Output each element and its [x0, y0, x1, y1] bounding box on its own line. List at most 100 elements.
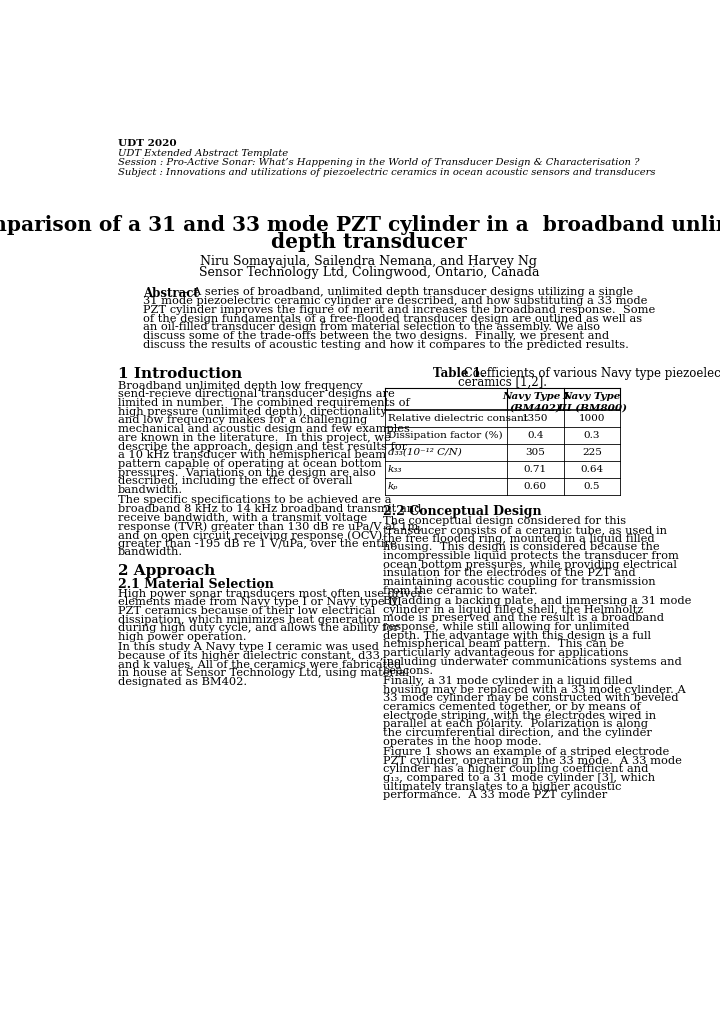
- Text: Session : Pro-Active Sonar: What’s Happening in the World of Transducer Design &: Session : Pro-Active Sonar: What’s Happe…: [118, 159, 639, 167]
- Text: from the ceramic to water.: from the ceramic to water.: [383, 586, 538, 596]
- Text: operates in the hoop mode.: operates in the hoop mode.: [383, 737, 541, 747]
- Text: The conceptual design considered for this: The conceptual design considered for thi…: [383, 517, 626, 526]
- Text: and on open circuit receiving response (OCV): and on open circuit receiving response (…: [118, 530, 382, 541]
- Text: depth. The advantage with this design is a full: depth. The advantage with this design is…: [383, 631, 651, 641]
- Text: 0.60: 0.60: [523, 482, 547, 490]
- Text: 0.71: 0.71: [523, 465, 547, 474]
- Text: g₁₃, compared to a 31 mode cylinder [3], which: g₁₃, compared to a 31 mode cylinder [3],…: [383, 773, 655, 783]
- Text: 33 mode cylinder may be constructed with beveled: 33 mode cylinder may be constructed with…: [383, 693, 678, 703]
- Text: the free flooded ring, mounted in a liquid filled: the free flooded ring, mounted in a liqu…: [383, 534, 654, 543]
- Text: pattern capable of operating at ocean bottom: pattern capable of operating at ocean bo…: [118, 459, 382, 469]
- Text: 0.5: 0.5: [584, 482, 600, 490]
- Text: 2 Approach: 2 Approach: [118, 564, 215, 578]
- Text: pressures.  Variations on the design are also: pressures. Variations on the design are …: [118, 468, 376, 478]
- Text: In this study A Navy type I ceramic was used: In this study A Navy type I ceramic was …: [118, 642, 379, 652]
- Text: d₃₃(10⁻¹² C/N): d₃₃(10⁻¹² C/N): [387, 447, 462, 457]
- Text: 1350: 1350: [522, 414, 549, 423]
- Text: 31 mode piezoelectric ceramic cylinder are described, and how substituting a 33 : 31 mode piezoelectric ceramic cylinder a…: [143, 296, 647, 306]
- Text: incompressible liquid protects the transducer from: incompressible liquid protects the trans…: [383, 551, 679, 560]
- Text: ceramics cemented together, or by means of: ceramics cemented together, or by means …: [383, 702, 641, 712]
- Text: an oil-filled transducer design from material selection to the assembly. We also: an oil-filled transducer design from mat…: [143, 322, 600, 332]
- Text: Comparison of a 31 and 33 mode PZT cylinder in a  broadband unlimited: Comparison of a 31 and 33 mode PZT cylin…: [0, 215, 720, 234]
- Text: mode is preserved and the result is a broadband: mode is preserved and the result is a br…: [383, 613, 664, 624]
- Text: Abstract: Abstract: [143, 287, 199, 300]
- Text: housing may be replaced with a 33 mode cylinder. A: housing may be replaced with a 33 mode c…: [383, 685, 685, 695]
- Text: Subject : Innovations and utilizations of piezoelectric ceramics in ocean acoust: Subject : Innovations and utilizations o…: [118, 168, 655, 176]
- Text: described, including the effect of overall: described, including the effect of overa…: [118, 476, 352, 486]
- Text: limited in number.  The combined requirements of: limited in number. The combined requirem…: [118, 398, 410, 408]
- Text: discuss the results of acoustic testing and how it compares to the predicted res: discuss the results of acoustic testing …: [143, 340, 629, 351]
- Text: are known in the literature.  In this project, we: are known in the literature. In this pro…: [118, 433, 391, 443]
- Text: 1000: 1000: [579, 414, 605, 423]
- Text: Table 1.: Table 1.: [433, 367, 485, 380]
- Text: Navy Type I
(BM402): Navy Type I (BM402): [502, 392, 569, 413]
- Text: Navy Type
III (BM800): Navy Type III (BM800): [557, 392, 627, 413]
- Text: high power operation.: high power operation.: [118, 632, 246, 642]
- Text: in house at Sensor Technology Ltd, using material: in house at Sensor Technology Ltd, using…: [118, 668, 409, 679]
- Text: UDT Extended Abstract Template: UDT Extended Abstract Template: [118, 149, 288, 158]
- Text: 225: 225: [582, 447, 602, 457]
- Text: 305: 305: [526, 447, 545, 457]
- Text: dissipation, which minimizes heat generation: dissipation, which minimizes heat genera…: [118, 614, 381, 625]
- Text: describe the approach, design and test results for: describe the approach, design and test r…: [118, 441, 407, 451]
- Text: Relative dielectric consant: Relative dielectric consant: [387, 414, 528, 423]
- Text: a 10 kHz transducer with hemispherical beam: a 10 kHz transducer with hemispherical b…: [118, 450, 386, 461]
- Text: The specific specifications to be achieved are a: The specific specifications to be achiev…: [118, 495, 392, 505]
- Text: broadband 8 kHz to 14 kHz broadband transmit and: broadband 8 kHz to 14 kHz broadband tran…: [118, 504, 421, 514]
- Text: response (TVR) greater than 130 dB re uPa/V at 1m,: response (TVR) greater than 130 dB re uP…: [118, 522, 422, 532]
- Text: ocean bottom pressures, while providing electrical: ocean bottom pressures, while providing …: [383, 559, 677, 570]
- Text: cylinder in a liquid filled shell, the Helmholtz: cylinder in a liquid filled shell, the H…: [383, 604, 643, 614]
- Text: Figure 1 shows an example of a striped electrode: Figure 1 shows an example of a striped e…: [383, 747, 669, 757]
- Text: ceramics [1,2].: ceramics [1,2].: [458, 376, 546, 389]
- Text: greater than -195 dB re 1 V/uPa, over the entire: greater than -195 dB re 1 V/uPa, over th…: [118, 539, 397, 549]
- Text: PZT ceramics because of their low electrical: PZT ceramics because of their low electr…: [118, 606, 375, 615]
- Text: bandwidth.: bandwidth.: [118, 485, 183, 495]
- Text: Coefficients of various Navy type piezoelectric: Coefficients of various Navy type piezoe…: [461, 367, 720, 380]
- Text: Broadband unlimited depth low frequency: Broadband unlimited depth low frequency: [118, 381, 362, 390]
- Text: PZT cylinder improves the figure of merit and increases the broadband response. : PZT cylinder improves the figure of meri…: [143, 305, 655, 315]
- Text: including underwater communications systems and: including underwater communications syst…: [383, 657, 682, 666]
- Text: bandwidth.: bandwidth.: [118, 547, 183, 557]
- Text: Niru Somayajula, Sailendra Nemana, and Harvey Ng: Niru Somayajula, Sailendra Nemana, and H…: [200, 255, 538, 268]
- Text: during high duty cycle, and allows the ability for: during high duty cycle, and allows the a…: [118, 624, 399, 634]
- Text: kₚ: kₚ: [387, 482, 398, 490]
- Text: housing.  This design is considered because the: housing. This design is considered becau…: [383, 542, 660, 552]
- Text: and low frequency makes for a challenging: and low frequency makes for a challengin…: [118, 416, 367, 425]
- Text: maintaining acoustic coupling for transmission: maintaining acoustic coupling for transm…: [383, 577, 656, 587]
- Text: parallel at each polarity.  Polarization is along: parallel at each polarity. Polarization …: [383, 719, 648, 730]
- Text: designated as BM402.: designated as BM402.: [118, 677, 247, 687]
- Text: beacons.: beacons.: [383, 665, 434, 676]
- Text: of the design fundamentals of a free-flooded transducer design are outlined as w: of the design fundamentals of a free-flo…: [143, 314, 642, 324]
- Text: high pressure (unlimited depth), directionality: high pressure (unlimited depth), directi…: [118, 407, 387, 418]
- Text: 2.1 Material Selection: 2.1 Material Selection: [118, 578, 274, 591]
- Text: particularly advantageous for applications: particularly advantageous for applicatio…: [383, 648, 629, 658]
- Text: electrode striping, with the electrodes wired in: electrode striping, with the electrodes …: [383, 710, 656, 720]
- Text: 0.4: 0.4: [527, 431, 544, 440]
- Text: insulation for the electrodes of the PZT and: insulation for the electrodes of the PZT…: [383, 569, 636, 579]
- Text: k₃₃: k₃₃: [387, 465, 402, 474]
- Text: 1 Introduction: 1 Introduction: [118, 367, 242, 381]
- Text: performance.  A 33 mode PZT cylinder: performance. A 33 mode PZT cylinder: [383, 791, 607, 801]
- Text: 2.2 Conceptual Design: 2.2 Conceptual Design: [383, 505, 541, 519]
- Text: discuss some of the trade-offs between the two designs.  Finally, we present and: discuss some of the trade-offs between t…: [143, 331, 609, 341]
- Text: the circumferential direction, and the cylinder: the circumferential direction, and the c…: [383, 728, 652, 738]
- Text: Dissipation factor (%): Dissipation factor (%): [387, 431, 503, 440]
- Text: because of its higher dielectric constant, d33,: because of its higher dielectric constan…: [118, 651, 383, 661]
- Text: response, while still allowing for unlimited: response, while still allowing for unlim…: [383, 622, 629, 632]
- Text: PZT cylinder, operating in the 33 mode.  A 33 mode: PZT cylinder, operating in the 33 mode. …: [383, 756, 682, 765]
- Text: receive bandwidth, with a transmit voltage: receive bandwidth, with a transmit volta…: [118, 513, 367, 523]
- Text: send-recieve directional transducer designs are: send-recieve directional transducer desi…: [118, 389, 395, 399]
- Text: and k values. All of the ceramics were fabricated: and k values. All of the ceramics were f…: [118, 659, 401, 669]
- Text: UDT 2020: UDT 2020: [118, 140, 176, 148]
- Text: ultimately translates to a higher acoustic: ultimately translates to a higher acoust…: [383, 782, 621, 792]
- Text: By adding a backing plate, and immersing a 31 mode: By adding a backing plate, and immersing…: [383, 596, 691, 606]
- Text: hemispherical beam pattern.  This can be: hemispherical beam pattern. This can be: [383, 640, 624, 649]
- Text: depth transducer: depth transducer: [271, 231, 467, 252]
- Text: cylinder has a higher coupling coefficient and: cylinder has a higher coupling coefficie…: [383, 764, 648, 774]
- Text: elements made from Navy type I or Navy type III: elements made from Navy type I or Navy t…: [118, 597, 402, 607]
- Text: — A series of broadband, unlimited depth transducer designs utilizing a single: — A series of broadband, unlimited depth…: [178, 287, 633, 298]
- Text: Sensor Technology Ltd, Colingwood, Ontario, Canada: Sensor Technology Ltd, Colingwood, Ontar…: [199, 266, 539, 279]
- Text: Finally, a 31 mode cylinder in a liquid filled: Finally, a 31 mode cylinder in a liquid …: [383, 676, 632, 686]
- Text: 0.64: 0.64: [580, 465, 603, 474]
- Text: transducer consists of a ceramic tube, as used in: transducer consists of a ceramic tube, a…: [383, 525, 667, 535]
